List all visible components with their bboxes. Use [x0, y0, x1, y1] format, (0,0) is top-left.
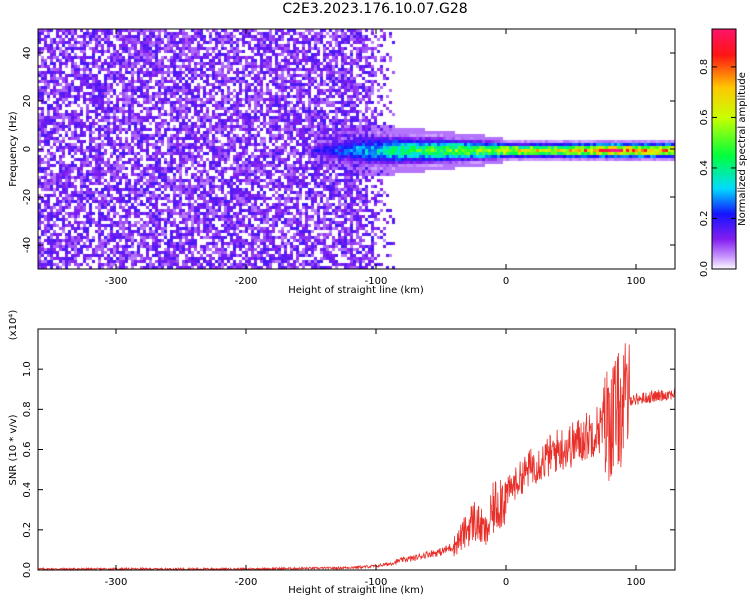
colorbar-tick-label: 0.0: [699, 261, 710, 277]
heatmap-xtick-label: -100: [365, 276, 388, 287]
colorbar-tick-label: 0.2: [699, 211, 710, 227]
heatmap-x-ticks: -300 -200 -100 0 100: [105, 29, 646, 287]
heatmap-ytick-label: -40: [22, 237, 33, 253]
heatmap-ytick-label: 20: [22, 95, 33, 108]
heatmap-xlabel: Height of straight line (km): [288, 285, 424, 296]
colorbar-label: Normalized spectral amplitude: [737, 72, 748, 226]
snr-ytick-label: 0.8: [22, 401, 33, 417]
heatmap-xtick-label: 0: [503, 276, 509, 287]
snr-xtick-label: 0: [503, 577, 509, 588]
snr-xtick-label: -200: [235, 577, 258, 588]
snr-panel: -300 -200 -100 0 100 0.0 0.2 0.4 0.6 0.8 1.0 Heig…: [8, 310, 676, 596]
colorbar-tick-label: 0.4: [699, 160, 710, 176]
heatmap-y-ticks: -40 -20 0 20 40: [22, 47, 675, 253]
snr-ytick-label: 1.0: [22, 361, 33, 377]
snr-plot-area: [38, 329, 675, 570]
heatmap-image: [38, 29, 675, 269]
snr-x-ticks: -300 -200 -100 0 100: [105, 329, 646, 588]
colorbar-ticks: 0.0 0.2 0.4 0.6 0.8: [699, 59, 736, 277]
snr-xtick-label: -100: [365, 577, 388, 588]
snr-y-ticks: 0.0 0.2 0.4 0.6 0.8 1.0: [22, 361, 675, 578]
heatmap-ytick-label: 40: [22, 47, 33, 60]
snr-line: [37, 343, 676, 572]
figure-title: C2E3.2023.176.10.07.G28: [282, 1, 468, 17]
heatmap-xtick-label: 100: [626, 276, 645, 287]
colorbar-gradient: [712, 29, 736, 269]
colorbar-tick-label: 0.8: [699, 59, 710, 75]
snr-xtick-label: 100: [626, 577, 645, 588]
colorbar-tick-label: 0.6: [699, 109, 710, 125]
snr-y-multiplier: (x10⁴): [8, 310, 19, 341]
heatmap-ylabel: Frequency (Hz): [8, 111, 19, 187]
colorbar-frame: [711, 28, 737, 270]
snr-ytick-label: 0.0: [22, 562, 33, 578]
snr-ytick-label: 0.6: [22, 442, 33, 458]
snr-xlabel: Height of straight line (km): [288, 585, 424, 596]
heatmap-ytick-label: -20: [22, 189, 33, 205]
snr-xtick-label: -300: [105, 577, 128, 588]
snr-ytick-label: 0.4: [22, 482, 33, 498]
heatmap-xtick-label: -200: [235, 276, 258, 287]
snr-ylabel: SNR (10 * v/v): [8, 414, 19, 485]
snr-ytick-label: 0.2: [22, 522, 33, 538]
heatmap-ytick-label: 0: [22, 146, 33, 152]
snr-series: [37, 343, 676, 572]
heatmap-xtick-label: -300: [105, 276, 128, 287]
